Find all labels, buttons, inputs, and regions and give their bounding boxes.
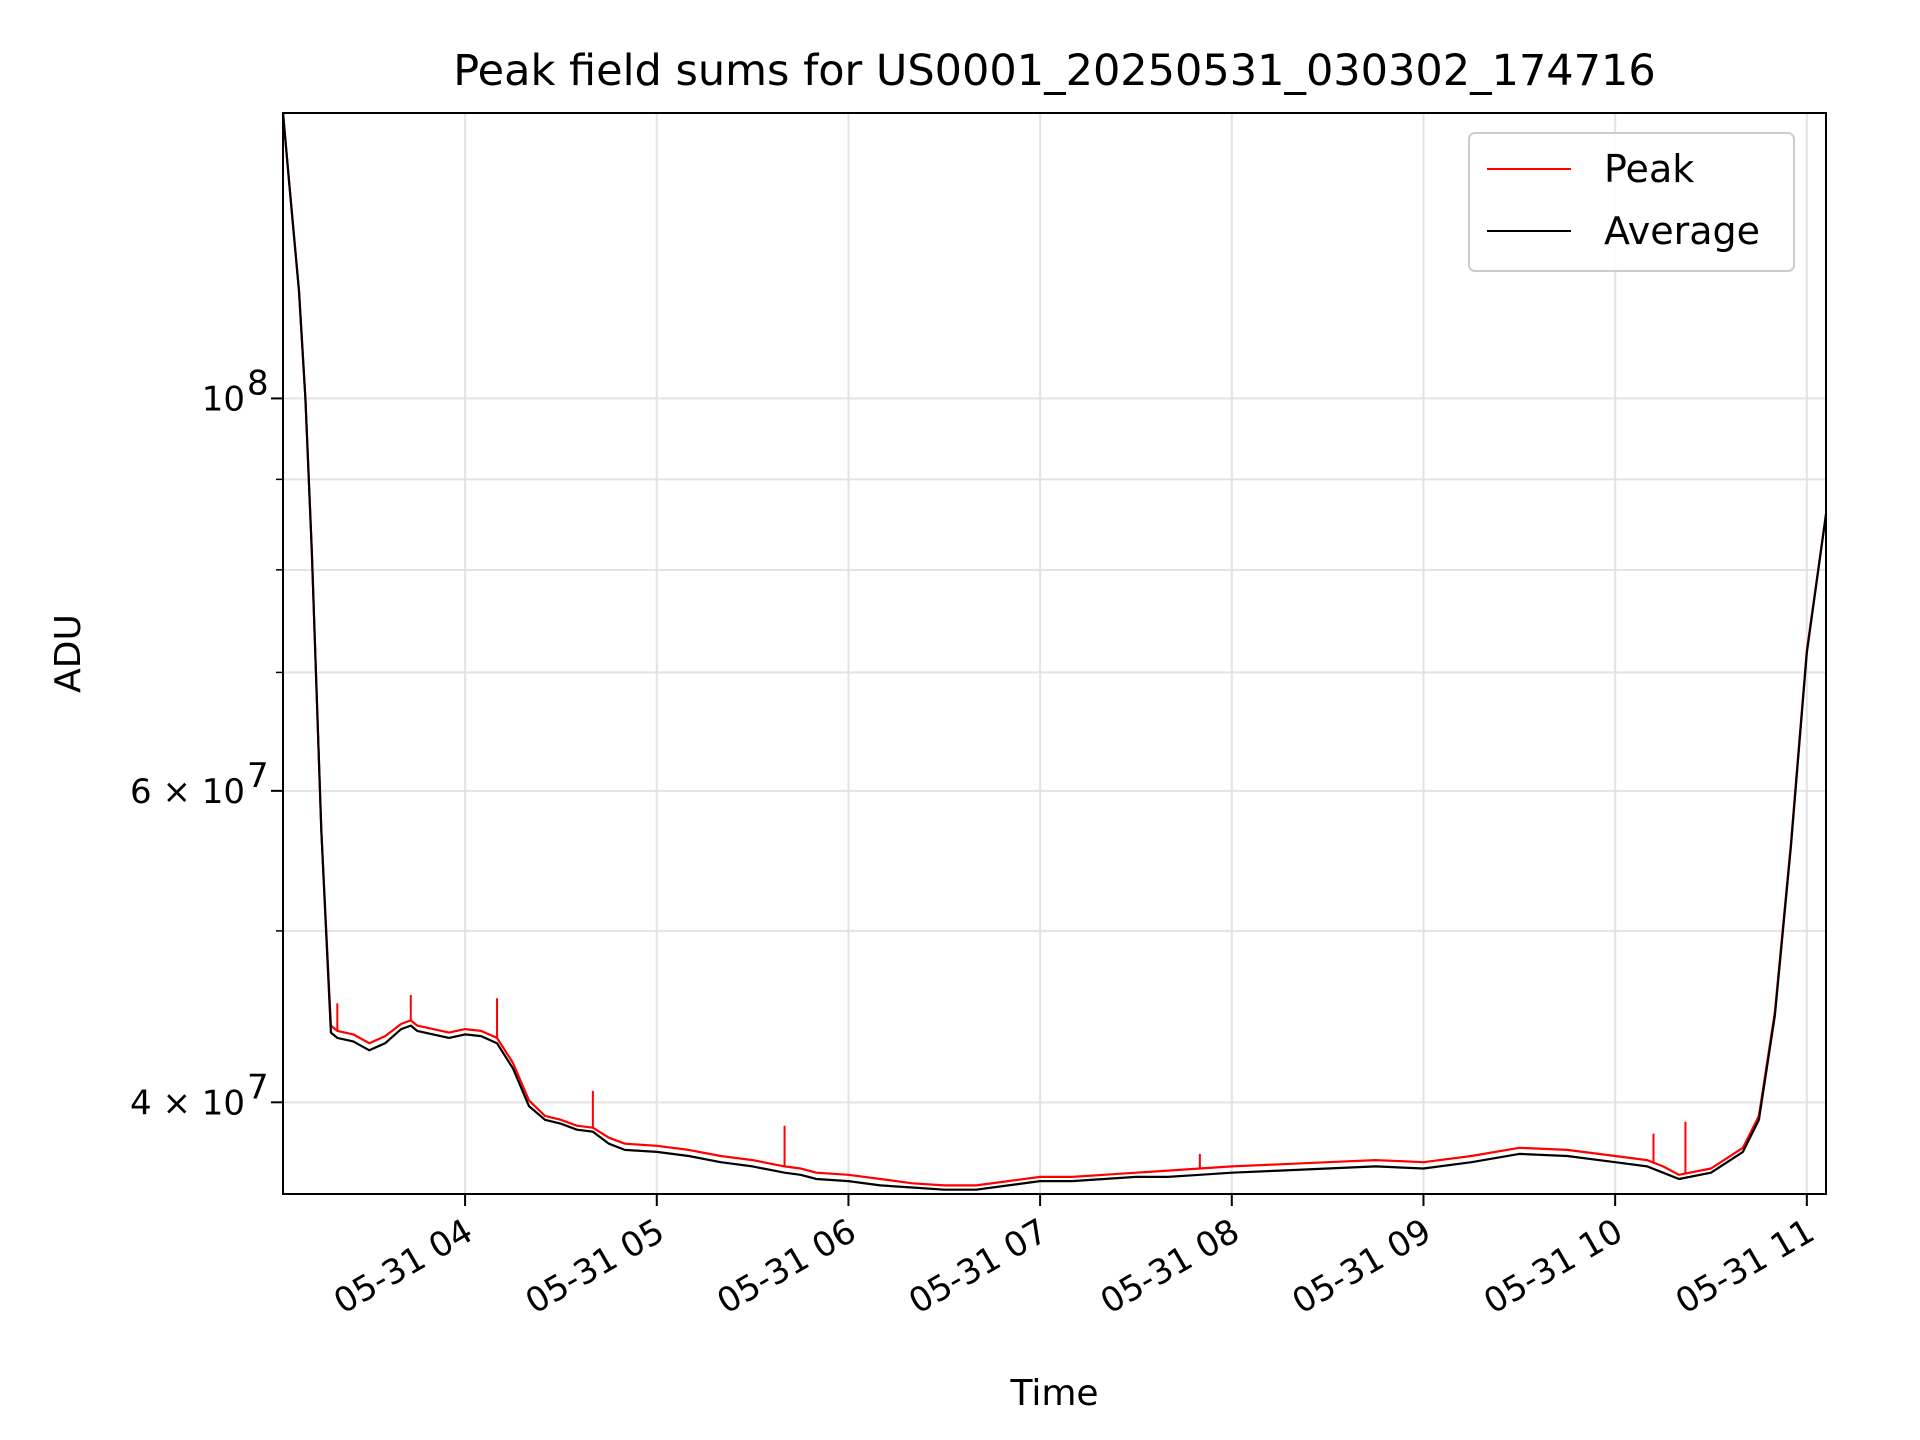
legend-label-peak: Peak — [1604, 147, 1694, 191]
y-axis-label: ADU — [48, 614, 89, 693]
series-line-average — [281, 112, 1828, 1191]
grid-lines — [283, 113, 1826, 1194]
y-tick-label: 4 × 10 — [130, 1083, 245, 1123]
y-tick-exponent: 8 — [247, 363, 269, 403]
legend: Peak Average — [1468, 132, 1795, 272]
y-tick-exponent: 7 — [247, 1067, 269, 1107]
y-tick-exponent: 7 — [247, 756, 269, 796]
y-tick-label: 6 × 10 — [130, 772, 245, 812]
y-tick-label: 10 — [202, 379, 245, 419]
plot-frame — [282, 112, 1827, 1195]
chart-title: Peak field sums for US0001_20250531_0303… — [453, 46, 1656, 96]
legend-label-average: Average — [1604, 209, 1760, 253]
plot-area — [281, 112, 1828, 1191]
legend-box — [1468, 132, 1795, 272]
x-axis-label: Time — [1009, 1373, 1098, 1414]
series-line-peak — [281, 112, 1828, 1187]
